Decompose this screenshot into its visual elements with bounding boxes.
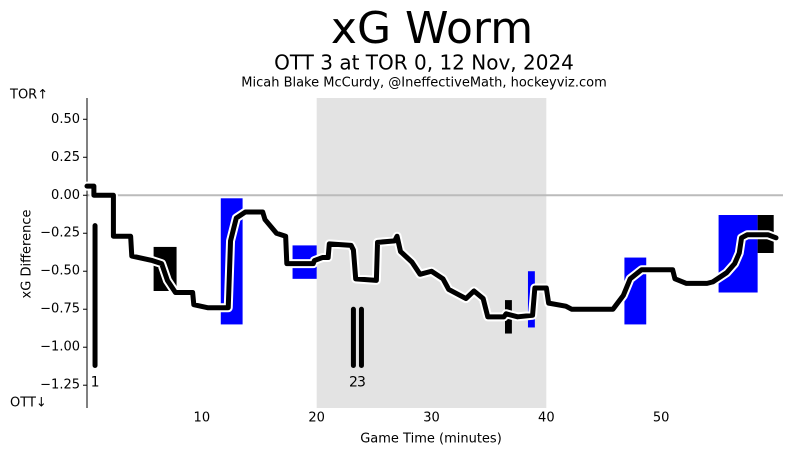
goal-label: 3 [357, 374, 366, 390]
y-tick-label: 0.25 [51, 150, 80, 165]
x-tick-label: 10 [194, 411, 211, 426]
y-tick-label: 0.50 [51, 112, 80, 127]
credit: Micah Blake McCurdy, @IneffectiveMath, h… [241, 76, 607, 91]
x-axis-label: Game Time (minutes) [360, 432, 502, 447]
y-tick-label: −0.50 [40, 264, 80, 279]
y-tick-label: −0.25 [40, 226, 80, 241]
worm-line [84, 183, 779, 320]
bottom-label: OTT↓ [10, 396, 47, 411]
y-axis-label: xG Difference [20, 210, 35, 299]
y-tick-label: −1.25 [40, 378, 80, 393]
y-tick-label: −0.75 [40, 302, 80, 317]
x-tick-label: 30 [423, 411, 440, 426]
x-tick-label: 40 [538, 411, 555, 426]
x-tick-label: 20 [308, 411, 325, 426]
y-tick-label: 0.00 [51, 188, 80, 203]
goal-label: 1 [91, 374, 100, 390]
x-tick-label: 50 [653, 411, 670, 426]
y-tick-label: −1.00 [40, 340, 80, 355]
top-label: TOR↑ [9, 88, 48, 103]
chart-title: xG Worm [331, 3, 533, 54]
chart-subtitle: OTT 3 at TOR 0, 12 Nov, 2024 [274, 51, 574, 75]
goal-label: 2 [349, 374, 358, 390]
